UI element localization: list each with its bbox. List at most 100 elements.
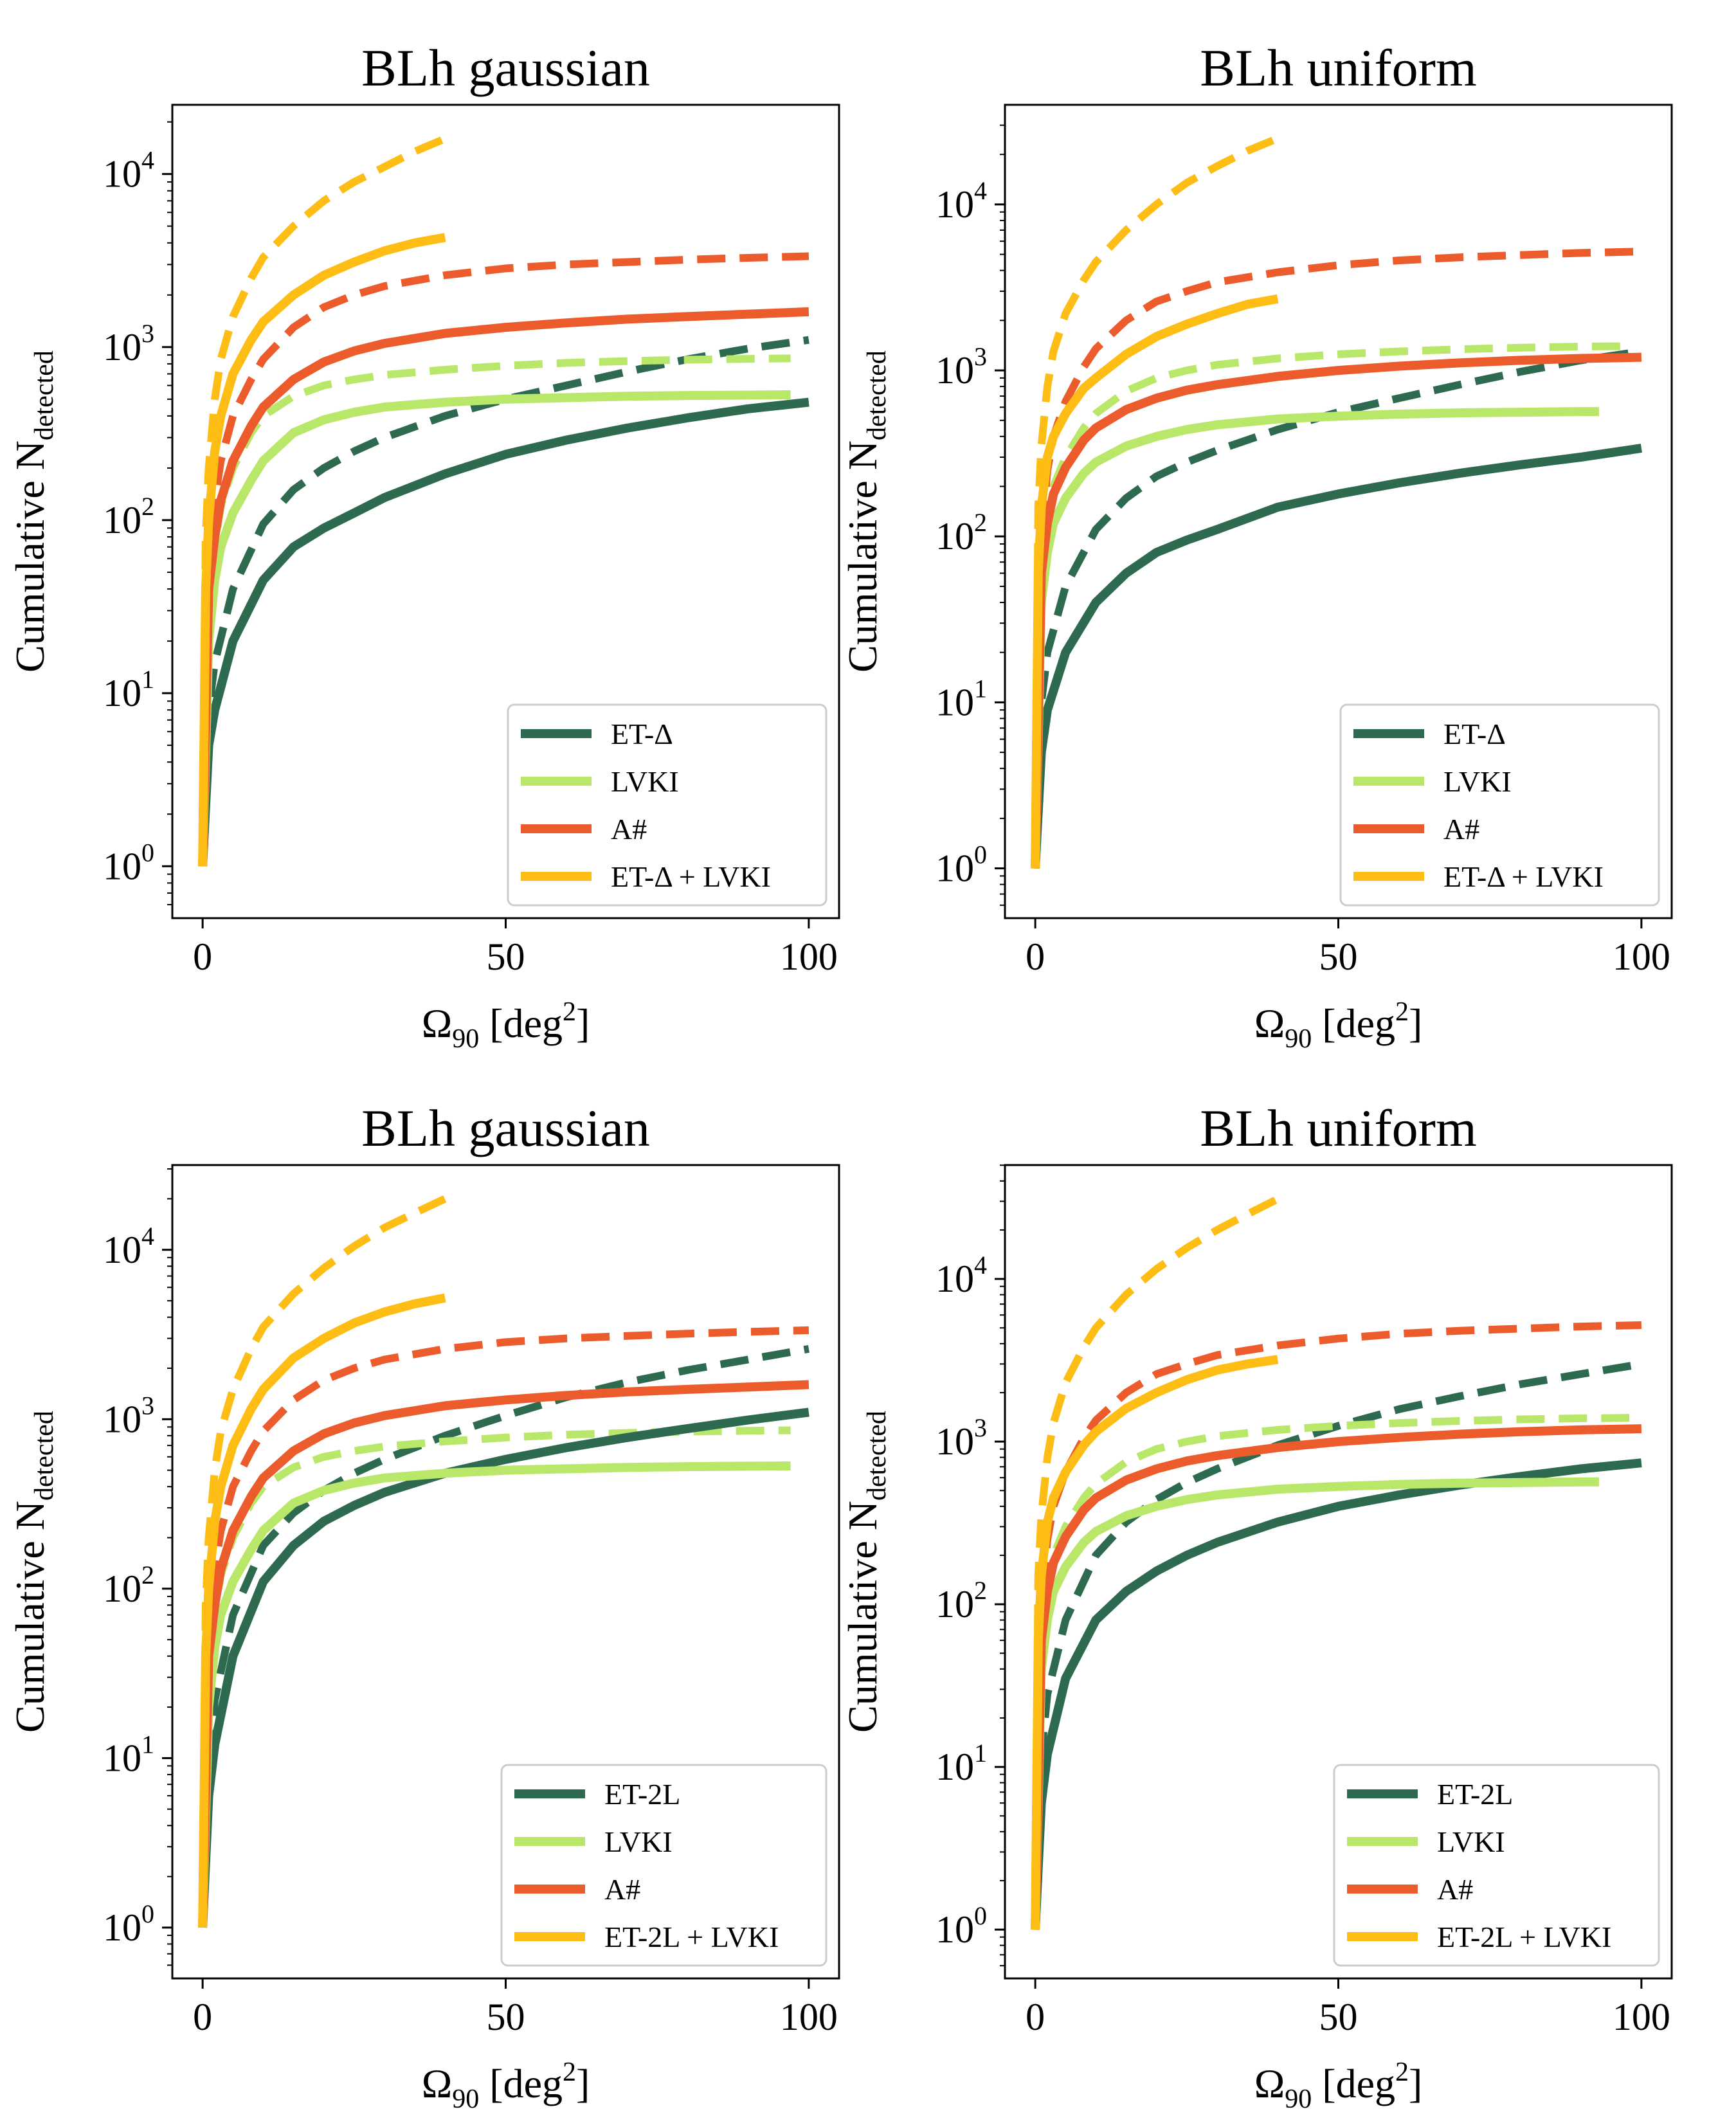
- y-tick-label: 101: [936, 674, 987, 723]
- y-axis-label: Cumulative Ndetected: [840, 1411, 892, 1733]
- legend-label: LVKI: [604, 1825, 673, 1858]
- series-dashed-3: [1031, 1321, 1642, 1930]
- y-tick-label: 102: [103, 492, 154, 541]
- panel-2: BLh uniform 0 50 100 100 101 102 103 104 Ω90 [deg…: [840, 39, 1673, 1054]
- series-solid-1: [198, 1407, 809, 1928]
- series-solid-4: [1031, 294, 1279, 869]
- x-tick-label: 100: [780, 936, 838, 978]
- plot-area: [1031, 1195, 1642, 1930]
- y-tick-label: 103: [936, 342, 987, 392]
- legend-box: [1339, 703, 1660, 907]
- axes-frame: [1004, 104, 1673, 919]
- legend-label: A#: [1437, 1873, 1473, 1906]
- panel-title: BLh uniform: [1200, 39, 1476, 97]
- series-dashed-1: [1031, 1360, 1642, 1930]
- panel-1: BLh gaussian 0 50 100 100 101 102 103 104 Ω90 [de…: [7, 39, 840, 1054]
- y-tick-label: 104: [103, 146, 154, 195]
- series-dashed-3: [199, 252, 809, 867]
- axes-frame: [171, 104, 840, 919]
- x-tick-label: 50: [487, 1996, 525, 2038]
- series-solid-2: [198, 390, 791, 867]
- legend-label: ET-Δ + LVKI: [611, 860, 771, 893]
- plot-area: [198, 135, 809, 867]
- legend-label: A#: [604, 1873, 640, 1906]
- y-tick-label: 103: [103, 319, 154, 368]
- y-tick-label: 100: [103, 838, 154, 887]
- legend-box: [1333, 1764, 1660, 1967]
- x-axis-label: Ω90 [deg2]: [422, 2057, 590, 2114]
- y-tick-label: 103: [103, 1391, 154, 1440]
- plot-area: [198, 1195, 809, 1928]
- y-tick-label: 100: [103, 1899, 154, 1949]
- series-solid-1: [1031, 444, 1642, 869]
- series-solid-3: [198, 1380, 809, 1928]
- y-tick-label: 102: [936, 508, 987, 557]
- x-tick-label: 0: [193, 936, 212, 978]
- series-solid-2: [1031, 1477, 1599, 1930]
- x-tick-label: 50: [1319, 1996, 1358, 2038]
- x-tick-label: 0: [1026, 1996, 1045, 2038]
- y-tick-label: 101: [936, 1739, 987, 1788]
- x-axis-label: Ω90 [deg2]: [1254, 2057, 1423, 2114]
- legend-label: A#: [611, 813, 647, 845]
- y-tick-label: 100: [936, 1901, 987, 1951]
- y-tick-label: 104: [103, 1222, 154, 1271]
- legend: ET-Δ LVKI A# ET-Δ + LVKI: [507, 703, 827, 907]
- legend: ET-2L LVKI A# ET-2L + LVKI: [500, 1764, 827, 1967]
- legend-label: ET-Δ: [611, 718, 673, 750]
- series-solid-3: [198, 307, 809, 867]
- y-tick-label: 101: [103, 1730, 154, 1779]
- legend-box: [507, 703, 827, 907]
- legend-label: ET-Δ: [1443, 718, 1506, 750]
- x-axis-label: Ω90 [deg2]: [1254, 997, 1423, 1054]
- series-solid-1: [198, 397, 809, 867]
- series-dashed-4: [1031, 134, 1279, 869]
- series-solid-4: [1031, 1355, 1279, 1930]
- legend: ET-2L LVKI A# ET-2L + LVKI: [1333, 1764, 1660, 1967]
- axes-frame: [1004, 1164, 1673, 1980]
- x-axis-label: Ω90 [deg2]: [422, 997, 590, 1054]
- legend-label: ET-2L: [604, 1778, 680, 1811]
- y-tick-label: 103: [936, 1413, 987, 1463]
- x-tick-label: 50: [487, 936, 525, 978]
- series-solid-2: [1031, 407, 1599, 869]
- y-tick-label: 102: [936, 1576, 987, 1625]
- x-tick-label: 50: [1319, 936, 1358, 978]
- y-tick-label: 100: [936, 840, 987, 890]
- series-dashed-3: [199, 1326, 809, 1928]
- legend-label: ET-2L + LVKI: [1437, 1921, 1611, 1953]
- legend-label: A#: [1443, 813, 1479, 845]
- series-solid-3: [1031, 352, 1642, 869]
- series-dashed-2: [1031, 342, 1630, 869]
- legend-label: LVKI: [1437, 1825, 1505, 1858]
- legend-label: LVKI: [1443, 765, 1512, 798]
- panel-title: BLh uniform: [1200, 1099, 1476, 1157]
- series-dashed-4: [199, 1195, 447, 1928]
- y-tick-label: 104: [936, 176, 987, 226]
- series-dashed-1: [199, 1344, 809, 1928]
- plot-area: [1031, 134, 1642, 869]
- legend-box: [500, 1764, 827, 1967]
- series-solid-3: [1031, 1424, 1642, 1930]
- axes-frame: [171, 1164, 840, 1980]
- legend-label: ET-Δ + LVKI: [1443, 860, 1604, 893]
- y-tick-label: 101: [103, 665, 154, 714]
- y-axis-label: Cumulative Ndetected: [7, 350, 59, 673]
- legend: ET-Δ LVKI A# ET-Δ + LVKI: [1339, 703, 1660, 907]
- x-tick-label: 100: [780, 1996, 838, 2038]
- legend-label: LVKI: [611, 765, 679, 798]
- panel-title: BLh gaussian: [361, 1099, 650, 1157]
- x-tick-label: 0: [1026, 936, 1045, 978]
- series-solid-4: [198, 1293, 446, 1928]
- series-dashed-1: [199, 336, 809, 867]
- series-dashed-4: [199, 135, 447, 867]
- series-dashed-4: [1031, 1195, 1279, 1930]
- y-axis-label: Cumulative Ndetected: [840, 350, 892, 673]
- series-solid-4: [198, 233, 446, 867]
- series-dashed-1: [1031, 347, 1642, 869]
- y-tick-label: 102: [103, 1560, 154, 1610]
- y-tick-label: 104: [936, 1251, 987, 1300]
- legend-label: ET-2L: [1437, 1778, 1513, 1811]
